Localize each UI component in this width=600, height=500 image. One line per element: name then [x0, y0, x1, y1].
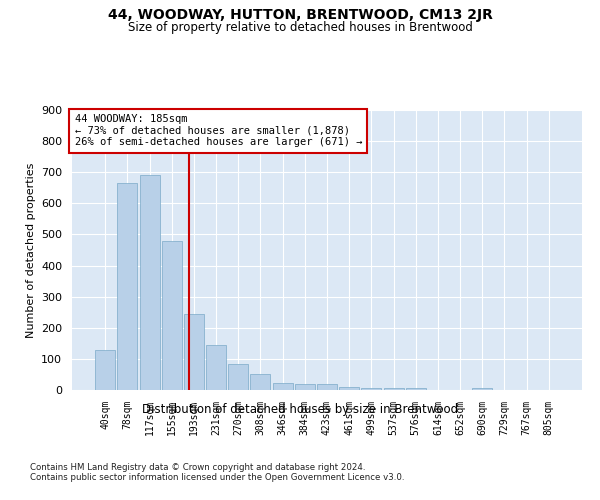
Bar: [295, 384, 315, 390]
Bar: [339, 387, 359, 390]
Bar: [95, 350, 115, 390]
Bar: [228, 364, 248, 390]
Bar: [118, 183, 137, 390]
Text: 44 WOODWAY: 185sqm
← 73% of detached houses are smaller (1,878)
26% of semi-deta: 44 WOODWAY: 185sqm ← 73% of detached hou…: [74, 114, 362, 148]
Text: 44, WOODWAY, HUTTON, BRENTWOOD, CM13 2JR: 44, WOODWAY, HUTTON, BRENTWOOD, CM13 2JR: [107, 8, 493, 22]
Bar: [406, 388, 426, 390]
Bar: [250, 374, 271, 390]
Bar: [184, 314, 204, 390]
Bar: [317, 384, 337, 390]
Bar: [472, 388, 492, 390]
Text: Size of property relative to detached houses in Brentwood: Size of property relative to detached ho…: [128, 21, 472, 34]
Text: Distribution of detached houses by size in Brentwood: Distribution of detached houses by size …: [142, 402, 458, 415]
Y-axis label: Number of detached properties: Number of detached properties: [26, 162, 35, 338]
Bar: [162, 240, 182, 390]
Bar: [272, 383, 293, 390]
Bar: [361, 388, 382, 390]
Bar: [206, 345, 226, 390]
Bar: [383, 388, 404, 390]
Bar: [140, 176, 160, 390]
Text: Contains HM Land Registry data © Crown copyright and database right 2024.
Contai: Contains HM Land Registry data © Crown c…: [30, 462, 404, 482]
